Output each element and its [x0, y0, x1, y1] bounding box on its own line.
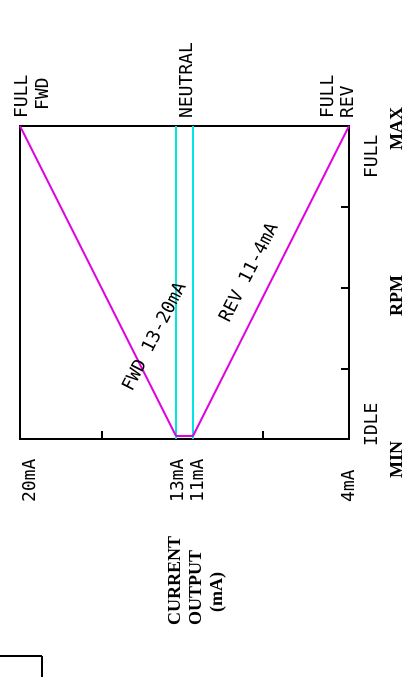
label-current: CURRENT [164, 536, 184, 625]
label-output: OUTPUT [185, 550, 205, 625]
label-full-rev-1: FULL [317, 74, 338, 118]
label-13ma: 13mA [167, 458, 188, 502]
label-20ma: 20mA [19, 458, 40, 502]
label-max: MAX [386, 107, 406, 150]
label-fwd-line: FWD 13-20mA [118, 278, 191, 394]
label-unit: (mA) [206, 572, 227, 612]
fwd-response-line [19, 125, 177, 437]
rev-response-line [192, 125, 350, 437]
label-4ma: 4mA [338, 469, 359, 502]
label-full-rev-2: REV [337, 85, 358, 118]
label-full: FULL [361, 134, 382, 178]
label-min: MIN [386, 441, 406, 478]
label-rev-line: REV 11-4mA [215, 219, 283, 325]
label-full-fwd-2: FWD [32, 77, 53, 110]
label-idle: IDLE [361, 403, 382, 446]
label-full-fwd-1: FULL [11, 74, 32, 118]
plot-frame [19, 125, 350, 440]
label-11ma: 11mA [187, 458, 208, 502]
label-neutral: NEUTRAL [176, 42, 197, 118]
label-rpm: RPM [386, 275, 406, 316]
